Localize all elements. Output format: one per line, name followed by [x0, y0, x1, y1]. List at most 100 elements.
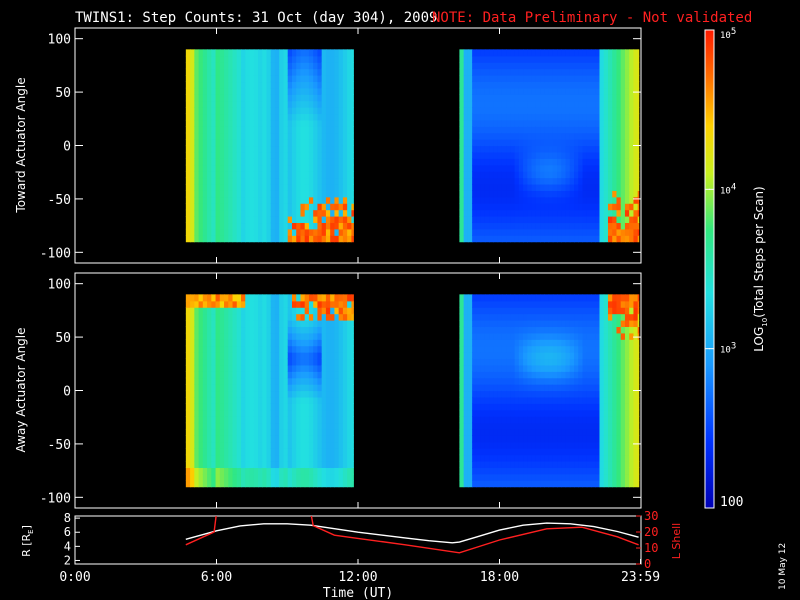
heatmap-cell [253, 183, 259, 191]
heatmap-cell [607, 307, 613, 315]
heatmap-cell [523, 390, 528, 398]
heatmap-cell [347, 326, 352, 334]
heatmap-cell [245, 177, 251, 185]
heatmap-cell [347, 158, 352, 166]
heatmap-cell [527, 461, 533, 469]
heatmap-cell [472, 81, 477, 89]
heatmap-cell [266, 307, 272, 315]
heatmap-cell [518, 145, 524, 153]
heatmap-cell [300, 196, 306, 204]
heatmap-cell [258, 126, 263, 134]
heatmap-cell [472, 177, 477, 185]
heatmap-cell [215, 422, 221, 430]
heatmap-cell [557, 139, 562, 147]
heatmap-cell [544, 448, 550, 456]
heatmap-cell [262, 300, 268, 308]
heatmap-cell [501, 62, 507, 70]
heatmap-cell [599, 358, 605, 366]
heatmap-cell [232, 119, 238, 127]
heatmap-cell [313, 139, 319, 147]
heatmap-cell [497, 203, 503, 211]
heatmap-cell [565, 151, 571, 159]
heatmap-cell [245, 428, 251, 436]
heatmap-cell [544, 422, 550, 430]
heatmap-cell [304, 55, 310, 63]
heatmap-cell [489, 396, 494, 404]
heatmap-cell [544, 145, 550, 153]
heatmap-cell [334, 422, 340, 430]
heatmap-cell [569, 209, 575, 217]
heatmap-cell [215, 435, 221, 443]
heatmap-cell [497, 345, 503, 353]
heatmap-cell [232, 409, 238, 417]
heatmap-cell [501, 332, 507, 340]
heatmap-cell [224, 94, 229, 102]
heatmap-cell [607, 164, 613, 172]
heatmap-cell [629, 196, 635, 204]
heatmap-cell [612, 371, 618, 379]
heatmap-cell [351, 320, 354, 328]
heatmap-cell [569, 62, 575, 70]
heatmap-cell [245, 196, 251, 204]
heatmap-cell [603, 390, 609, 398]
heatmap-cell [603, 364, 609, 372]
heatmap-cell [321, 473, 327, 481]
heatmap-cell [253, 313, 259, 321]
heatmap-cell [586, 190, 592, 198]
heatmap-cell [595, 177, 601, 185]
heatmap-cell [283, 332, 289, 340]
heatmap-cell [232, 139, 238, 147]
heatmap-cell [472, 339, 477, 347]
heatmap-cell [300, 300, 306, 308]
heatmap-cell [472, 345, 477, 353]
heatmap-cell [489, 228, 494, 236]
heatmap-cell [599, 183, 605, 191]
heatmap-cell [287, 300, 293, 308]
heatmap-cell [330, 235, 336, 243]
heatmap-cell [317, 441, 323, 449]
heatmap-cell [501, 396, 507, 404]
heatmap-cell [266, 396, 272, 404]
heatmap-cell [624, 209, 630, 217]
heatmap-cell [228, 320, 234, 328]
heatmap-cell [620, 81, 626, 89]
heatmap-cell [274, 352, 280, 360]
heatmap-cell [291, 75, 297, 83]
heatmap-cell [624, 228, 630, 236]
heatmap-cell [633, 371, 639, 379]
heatmap-cell [569, 403, 575, 411]
heatmap-cell [211, 403, 217, 411]
heatmap-cell [459, 145, 465, 153]
heatmap-cell [300, 320, 306, 328]
heatmap-cell [266, 139, 272, 147]
heatmap-cell [544, 119, 550, 127]
heatmap-cell [291, 352, 297, 360]
heatmap-cell [467, 139, 473, 147]
heatmap-cell [219, 467, 225, 475]
heatmap-cell [467, 473, 473, 481]
heatmap-cell [308, 183, 314, 191]
heatmap-cell [228, 294, 234, 302]
heatmap-cell [190, 75, 195, 83]
heatmap-cell [274, 68, 280, 76]
heatmap-cell [330, 139, 336, 147]
heatmap-cell [603, 320, 609, 328]
heatmap-cell [561, 119, 567, 127]
heatmap-cell [291, 371, 297, 379]
heatmap-cell [347, 145, 352, 153]
heatmap-cell [497, 332, 503, 340]
heatmap-cell [510, 448, 516, 456]
heatmap-cell [185, 307, 191, 315]
heatmap-cell [185, 467, 191, 475]
heatmap-cell [552, 100, 558, 108]
heatmap-cell [224, 107, 229, 115]
heatmap-cell [501, 196, 507, 204]
heatmap-cell [215, 119, 221, 127]
heatmap-cell [236, 339, 242, 347]
heatmap-cell [313, 480, 319, 488]
heatmap-cell [236, 209, 242, 217]
heatmap-cell [304, 390, 310, 398]
heatmap-cell [317, 403, 323, 411]
heatmap-cell [334, 164, 340, 172]
heatmap-cell [489, 428, 494, 436]
